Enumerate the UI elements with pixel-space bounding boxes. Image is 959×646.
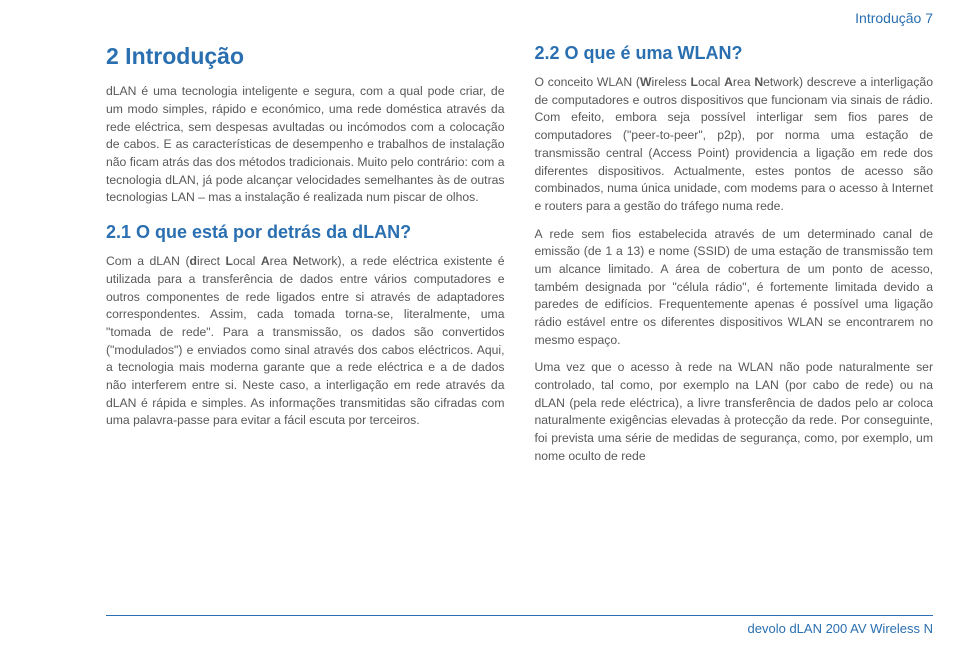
text: ireless [652,75,691,89]
bold-letter: N [754,75,763,89]
page-content: 2 Introdução dLAN é uma tecnologia intel… [106,40,933,604]
heading-2-1: 2.1 O que está por detrás da dLAN? [106,219,505,245]
text: Com a dLAN ( [106,254,190,268]
text: rea [733,75,754,89]
bold-letter: A [724,75,733,89]
bold-letter: d [190,254,197,268]
paragraph-intro: dLAN é uma tecnologia inteligente e segu… [106,83,505,207]
text: O conceito WLAN ( [535,75,640,89]
text: etwork), a rede eléctrica existente é ut… [106,254,505,427]
text: ocal [698,75,724,89]
footer-product: devolo dLAN 200 AV Wireless N [748,621,933,636]
paragraph-2-2b: A rede sem fios estabelecida através de … [535,226,934,350]
header-section: Introdução [855,10,921,26]
bold-letter: L [691,75,698,89]
text: irect [197,254,226,268]
bold-letter: N [293,254,302,268]
heading-2-2: 2.2 O que é uma WLAN? [535,40,934,66]
bold-letter: W [640,75,652,89]
text: etwork) descreve a interligação de compu… [535,75,934,213]
paragraph-2-1: Com a dLAN (direct Local Area Network), … [106,253,505,430]
paragraph-2-2a: O conceito WLAN (Wireless Local Area Net… [535,74,934,216]
bold-letter: A [261,254,270,268]
footer-rule [106,615,933,616]
text: ocal [233,254,261,268]
header-page-number: 7 [925,10,933,26]
heading-1: 2 Introdução [106,40,505,73]
text: rea [270,254,293,268]
page-header: Introdução 7 [855,10,933,26]
bold-letter: L [226,254,233,268]
paragraph-2-2c: Uma vez que o acesso à rede na WLAN não … [535,359,934,465]
